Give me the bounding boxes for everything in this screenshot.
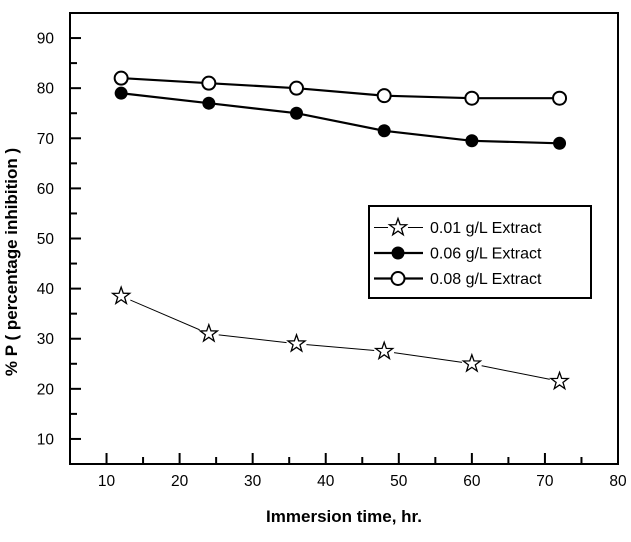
x-tick-label: 10	[98, 473, 116, 490]
open-star-marker	[461, 352, 483, 373]
series-0	[110, 285, 570, 392]
legend-label: 0.08 g/L Extract	[430, 271, 542, 288]
open-circle-marker	[201, 75, 217, 91]
y-tick-label: 30	[37, 331, 55, 348]
series-1	[114, 86, 567, 150]
legend-row: 0.01 g/L Extract	[374, 216, 542, 238]
open-star-marker	[110, 285, 132, 306]
series-line	[120, 92, 560, 145]
y-tick-label: 10	[37, 431, 55, 448]
filled-circle-marker	[290, 106, 304, 120]
open-circle-marker	[464, 90, 480, 106]
open-circle-marker	[289, 80, 305, 96]
y-tick-label: 60	[37, 181, 55, 198]
filled-circle-marker	[114, 86, 128, 100]
open-star-marker	[286, 332, 307, 353]
filled-circle-marker	[377, 124, 391, 138]
y-axis-title: % P ( percentage inhibition )	[2, 148, 21, 376]
y-tick-label: 40	[37, 281, 55, 298]
filled-circle-marker	[553, 136, 567, 150]
series-line	[121, 77, 560, 100]
open-star-marker	[549, 370, 570, 391]
plot-frame	[69, 12, 619, 465]
x-tick-label: 20	[171, 473, 189, 490]
y-tick-label: 20	[37, 381, 55, 398]
series-line	[120, 295, 560, 382]
x-tick-label: 30	[244, 473, 262, 490]
open-circle-marker	[390, 271, 406, 286]
open-star-marker	[198, 322, 220, 343]
x-tick-label: 80	[609, 473, 627, 490]
series-2	[113, 70, 568, 106]
x-tick-label: 40	[317, 473, 335, 490]
open-star-marker	[387, 216, 409, 237]
x-tick-label: 50	[390, 473, 408, 490]
y-tick-label: 70	[37, 131, 55, 148]
open-circle-marker	[376, 88, 392, 104]
y-axis: 10 20 30 40 50 60 70 80 90	[37, 31, 81, 448]
y-tick-label: 90	[37, 31, 55, 48]
legend: 0.01 g/L Extract 0.06 g/L Extract 0.08 g/L…	[368, 205, 592, 299]
x-tick-label: 70	[536, 473, 554, 490]
x-axis-title: Immersion time, hr.	[266, 507, 422, 526]
y-tick-label: 80	[37, 81, 55, 98]
legend-row: 0.08 g/L Extract	[374, 271, 542, 288]
y-tick-label: 50	[37, 231, 55, 248]
x-tick-label: 60	[463, 473, 481, 490]
legend-row: 0.06 g/L Extract	[374, 246, 542, 263]
filled-circle-marker	[202, 96, 216, 110]
x-axis: 10 20 30 40 50 60 70 80	[98, 453, 627, 490]
open-circle-marker	[113, 70, 129, 86]
open-circle-marker	[552, 90, 568, 106]
legend-label: 0.01 g/L Extract	[430, 220, 542, 237]
legend-label: 0.06 g/L Extract	[430, 246, 542, 263]
filled-circle-marker	[465, 134, 479, 148]
open-star-marker	[373, 340, 395, 361]
filled-circle-marker	[391, 246, 405, 260]
